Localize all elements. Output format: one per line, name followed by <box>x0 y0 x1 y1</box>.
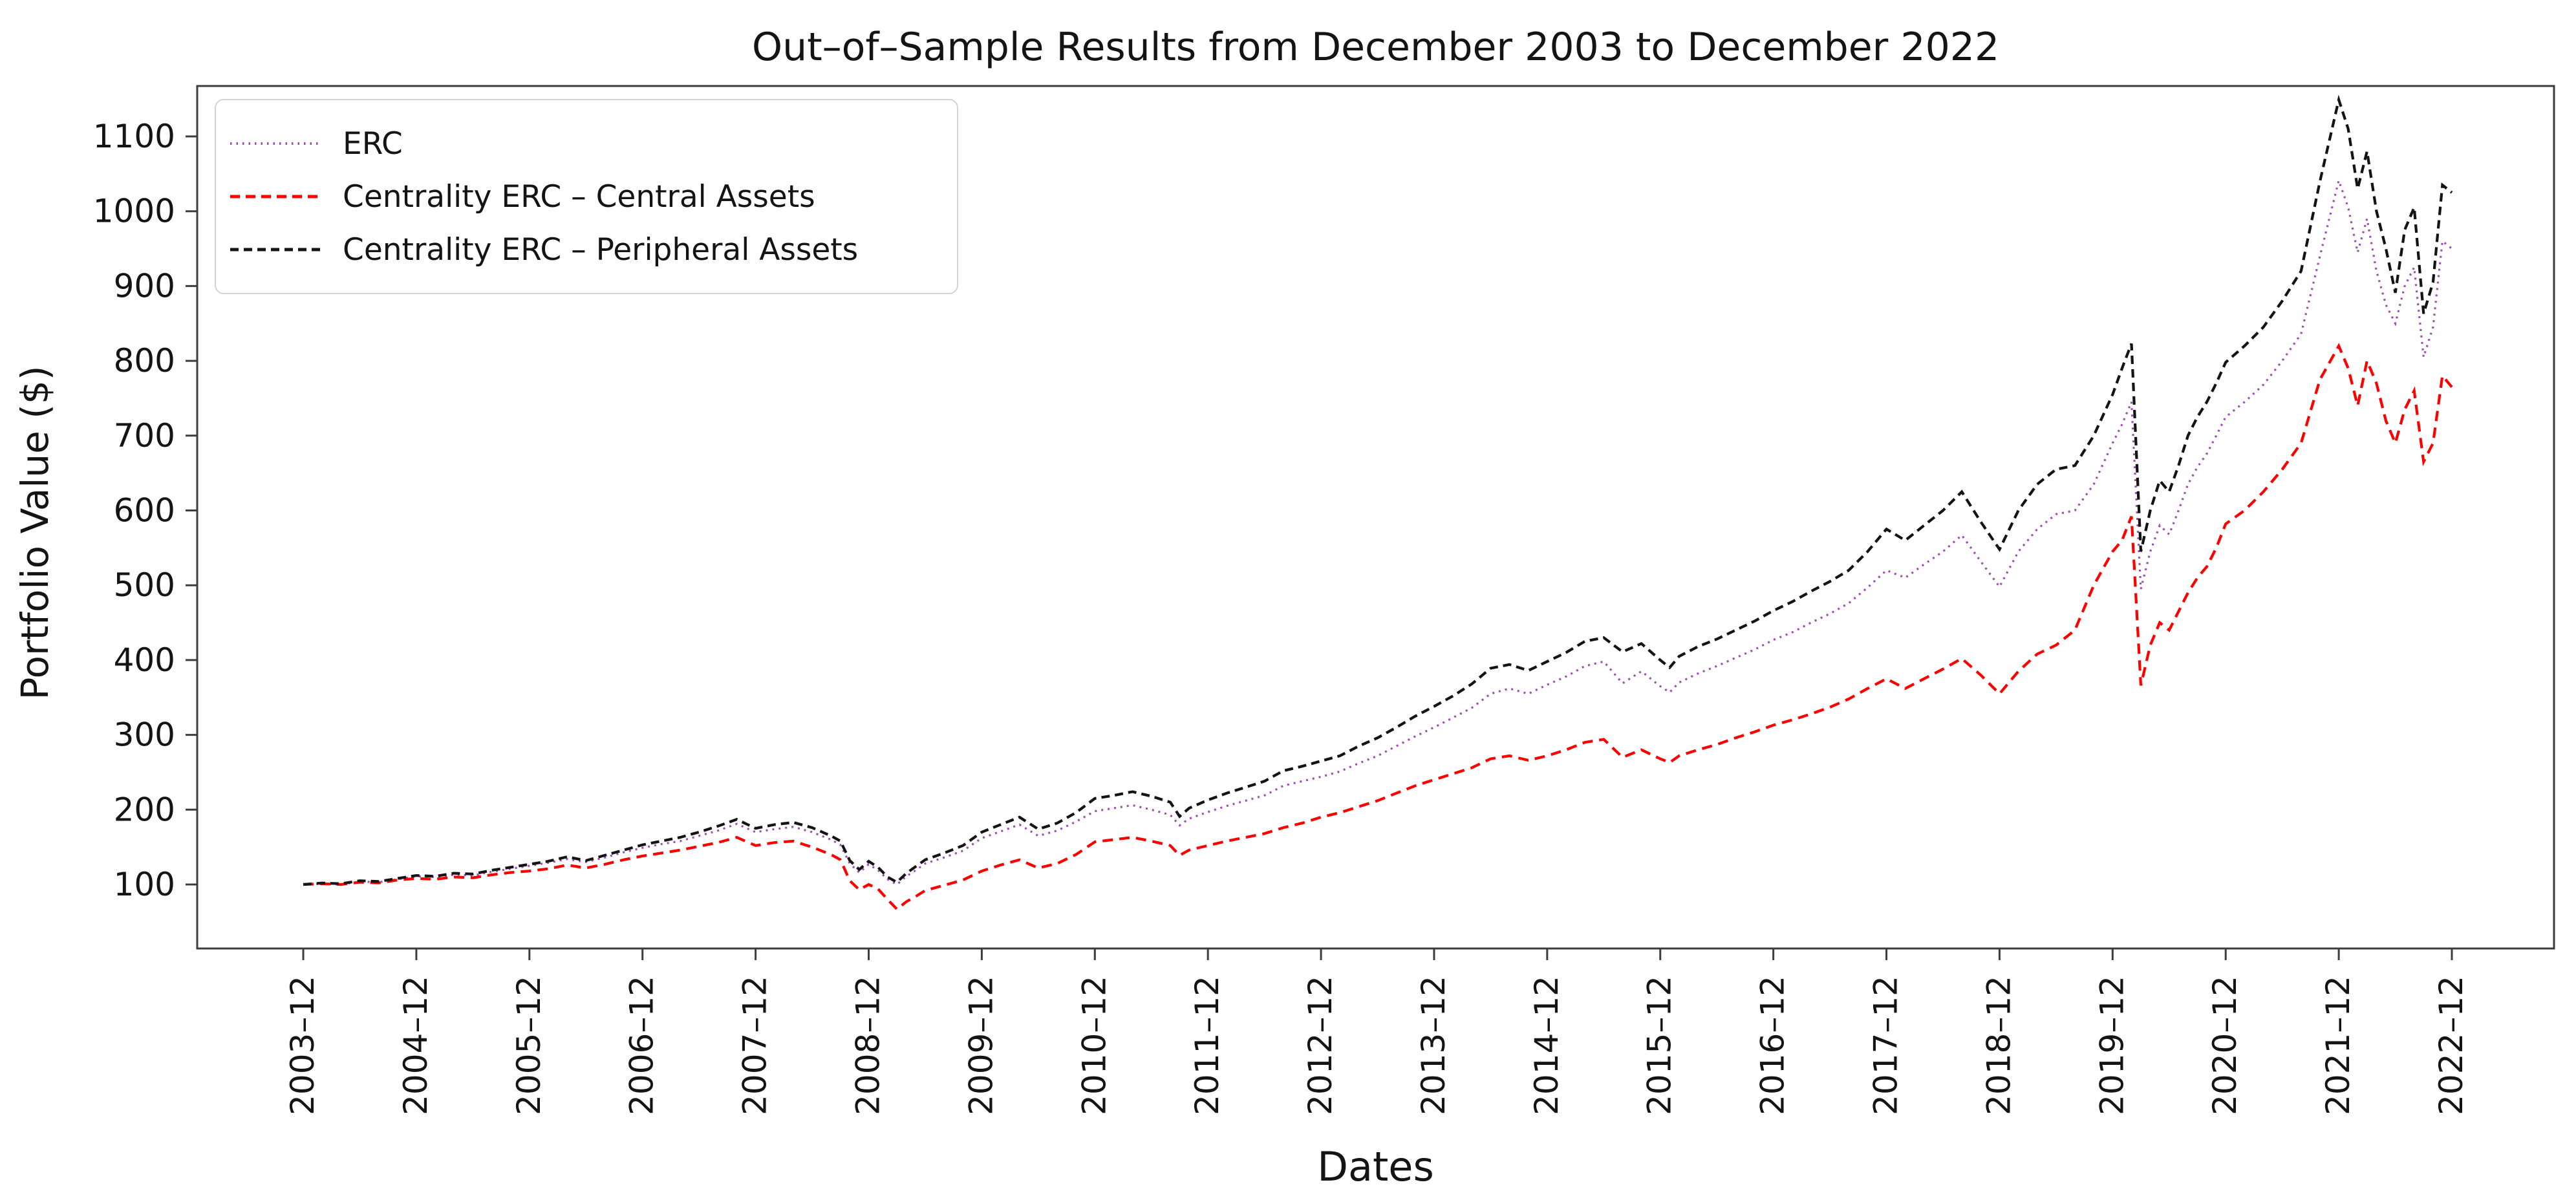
x-tick-label: 2017–12 <box>1867 976 1905 1115</box>
x-tick-label: 2004–12 <box>397 976 435 1115</box>
legend-line-sample-erc <box>230 140 321 147</box>
legend-line-sample-peripheral <box>230 246 321 253</box>
x-tick-label: 2022–12 <box>2432 976 2470 1115</box>
y-tick-label: 1000 <box>93 193 175 230</box>
series-line-erc <box>303 177 2453 886</box>
series-line-centrality-erc-central-assets <box>303 343 2453 912</box>
x-tick-label: 2008–12 <box>849 976 886 1115</box>
y-tick-label: 200 <box>114 791 175 828</box>
x-tick-label: 2003–12 <box>284 976 321 1115</box>
x-tick-label: 2016–12 <box>1754 976 1792 1115</box>
y-tick-label: 300 <box>114 716 175 754</box>
legend-item-erc: ERC <box>230 117 938 170</box>
x-tick-label: 2014–12 <box>1528 976 1565 1115</box>
legend-line-sample-central <box>230 193 321 200</box>
y-axis-label: Portfolio Value ($) <box>13 365 57 700</box>
y-tick-label: 400 <box>114 641 175 679</box>
x-axis-label: Dates <box>1317 1143 1434 1190</box>
y-tick-label: 700 <box>114 417 175 455</box>
legend-label-peripheral: Centrality ERC – Peripheral Assets <box>343 231 859 268</box>
legend-label-erc: ERC <box>343 125 403 162</box>
x-tick-label: 2011–12 <box>1188 976 1226 1115</box>
x-tick-label: 2015–12 <box>1641 976 1679 1115</box>
y-tick-label: 500 <box>114 566 175 604</box>
y-tick-label: 800 <box>114 342 175 380</box>
legend-item-peripheral: Centrality ERC – Peripheral Assets <box>230 223 938 276</box>
x-tick-label: 2018–12 <box>1980 976 2017 1115</box>
y-tick-label: 600 <box>114 492 175 530</box>
y-tick-label: 1100 <box>93 118 175 155</box>
series-line-centrality-erc-peripheral-assets <box>303 94 2453 886</box>
x-tick-label: 2021–12 <box>2319 976 2357 1115</box>
y-tick-label: 100 <box>114 866 175 903</box>
legend-item-central: Centrality ERC – Central Assets <box>230 170 938 223</box>
x-tick-label: 2019–12 <box>2093 976 2131 1115</box>
plot-frame <box>196 85 2555 950</box>
x-tick-label: 2009–12 <box>962 976 1000 1115</box>
chart-title: Out–of–Sample Results from December 2003… <box>751 25 2000 70</box>
x-tick-label: 2005–12 <box>510 976 548 1115</box>
y-tick-label: 900 <box>114 267 175 305</box>
x-tick-label: 2007–12 <box>736 976 774 1115</box>
legend-label-central: Centrality ERC – Central Assets <box>343 178 815 215</box>
x-tick-label: 2013–12 <box>1415 976 1452 1115</box>
x-tick-label: 2006–12 <box>623 976 661 1115</box>
x-tick-label: 2010–12 <box>1075 976 1113 1115</box>
x-tick-label: 2012–12 <box>1302 976 1339 1115</box>
legend: ERC Centrality ERC – Central Assets Centra… <box>215 99 958 294</box>
x-tick-label: 2020–12 <box>2206 976 2244 1115</box>
